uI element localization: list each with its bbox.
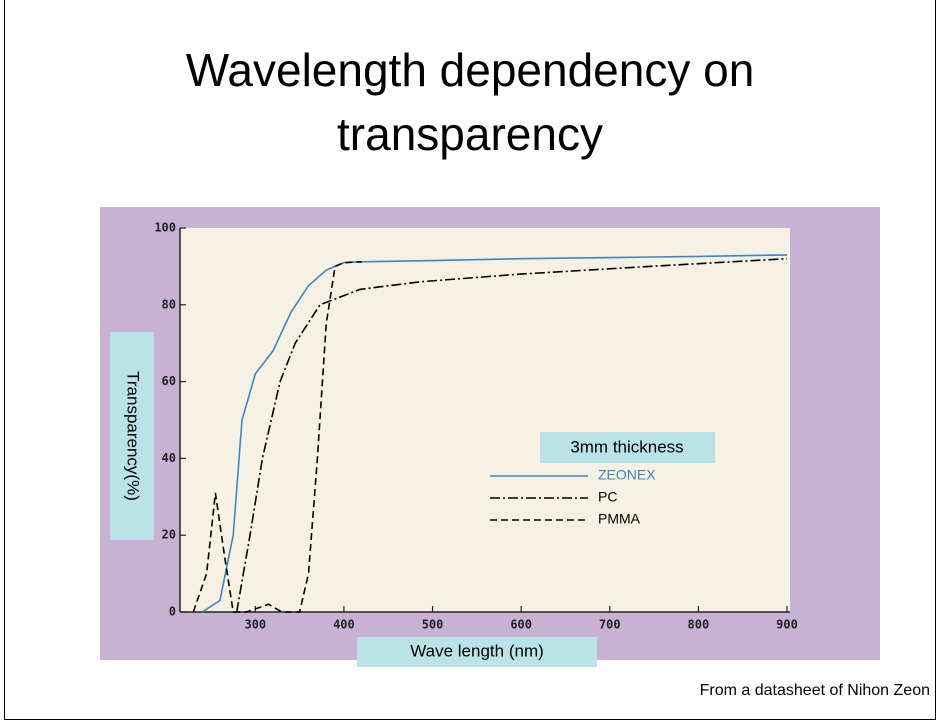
legend-title-box	[540, 432, 715, 463]
legend-label: PC	[598, 489, 617, 505]
source-note: From a datasheet of Nihon Zeon	[699, 682, 930, 699]
series-line	[201, 254, 788, 613]
y-label-box	[110, 332, 154, 540]
series-line	[235, 257, 788, 613]
y-tick-label: 20	[162, 528, 176, 542]
x-tick-label: 600	[510, 618, 532, 632]
x-tick-label: 800	[688, 618, 710, 632]
y-tick-label: 100	[154, 221, 176, 235]
plot-area	[180, 228, 790, 612]
y-axis-label: Transparency(%)	[124, 371, 143, 501]
x-tick-label: 900	[776, 618, 798, 632]
x-tick-label: 500	[422, 618, 444, 632]
legend-label: ZEONEX	[598, 467, 656, 483]
x-label-box	[357, 637, 597, 667]
legend-label: PMMA	[598, 511, 641, 527]
x-tick-label: 700	[599, 618, 621, 632]
slide-title: Wavelength dependency on transparency	[185, 44, 755, 160]
slide-frame	[4, 0, 936, 720]
y-tick-label: 60	[162, 374, 176, 388]
x-axis-label: Wave length (nm)	[410, 641, 544, 660]
marks	[180, 227, 788, 613]
y-tick-label: 80	[162, 297, 176, 311]
y-tick-label: 40	[162, 451, 176, 465]
x-tick-label: 400	[333, 618, 355, 632]
legend-title: 3mm thickness	[570, 437, 683, 456]
y-tick-label: 0	[169, 605, 176, 619]
series-line	[192, 261, 362, 613]
x-tick-label: 300	[244, 618, 266, 632]
